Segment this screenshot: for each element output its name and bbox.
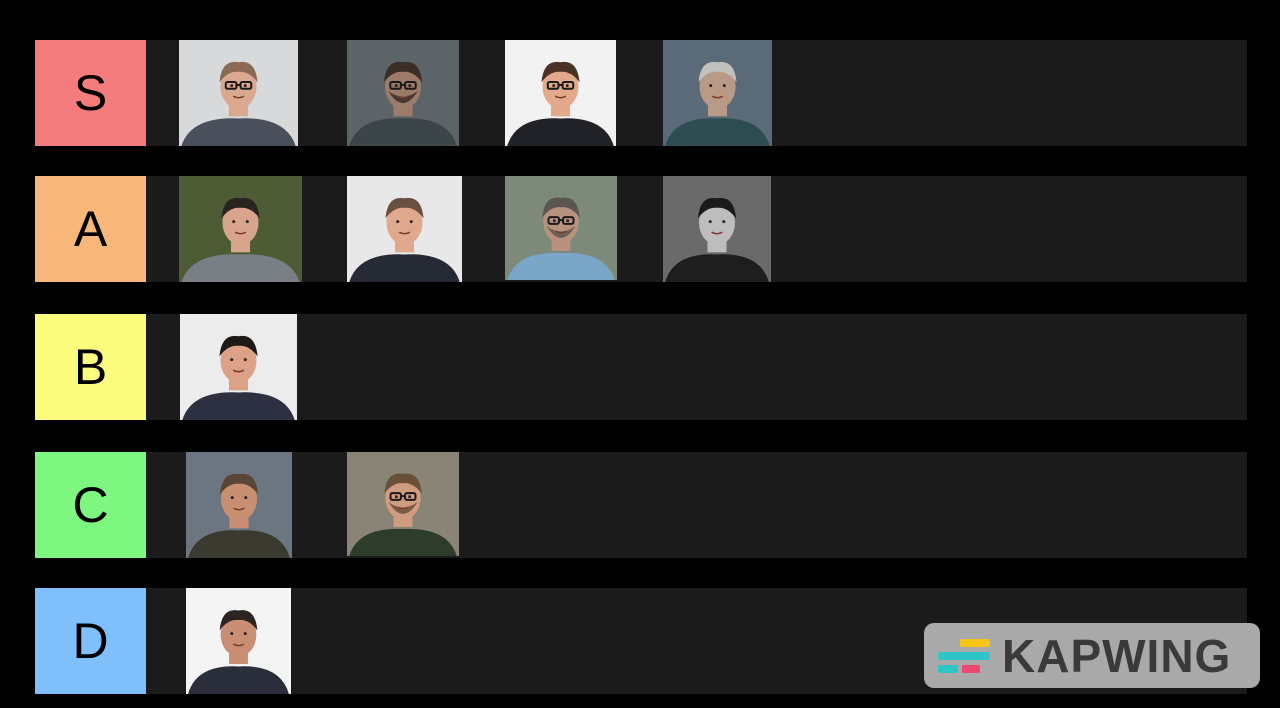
person-portrait-4[interactable] (663, 40, 772, 146)
person-portrait-1[interactable] (179, 40, 298, 146)
tier-row-c: C (35, 452, 1247, 558)
tier-items-d (35, 588, 1247, 694)
person-portrait-11[interactable] (347, 452, 459, 556)
tier-label-b: B (35, 314, 146, 420)
tier-row-b: B (35, 314, 1247, 420)
tier-label-a: A (35, 176, 146, 282)
kapwing-wordmark: KAPWING (1002, 630, 1232, 682)
tier-row-s: S (35, 40, 1247, 146)
tier-label-s: S (35, 40, 146, 146)
person-portrait-7[interactable] (505, 176, 617, 280)
person-portrait-6[interactable] (347, 176, 462, 282)
kapwing-watermark: KAPWING (924, 623, 1260, 688)
person-portrait-8[interactable] (663, 176, 771, 282)
person-portrait-9[interactable] (180, 314, 297, 420)
tier-items-c (35, 452, 1247, 558)
tier-row-a: A (35, 176, 1247, 282)
person-portrait-12[interactable] (186, 588, 291, 694)
tier-items-a (35, 176, 1247, 282)
tier-items-s (35, 40, 1247, 146)
person-portrait-5[interactable] (179, 176, 302, 282)
person-portrait-3[interactable] (505, 40, 616, 146)
person-portrait-10[interactable] (186, 452, 292, 558)
tier-label-d: D (35, 588, 146, 694)
tier-items-b (35, 314, 1247, 420)
tier-label-c: C (35, 452, 146, 558)
kapwing-logo-icon (938, 639, 990, 673)
person-portrait-2[interactable] (347, 40, 459, 146)
